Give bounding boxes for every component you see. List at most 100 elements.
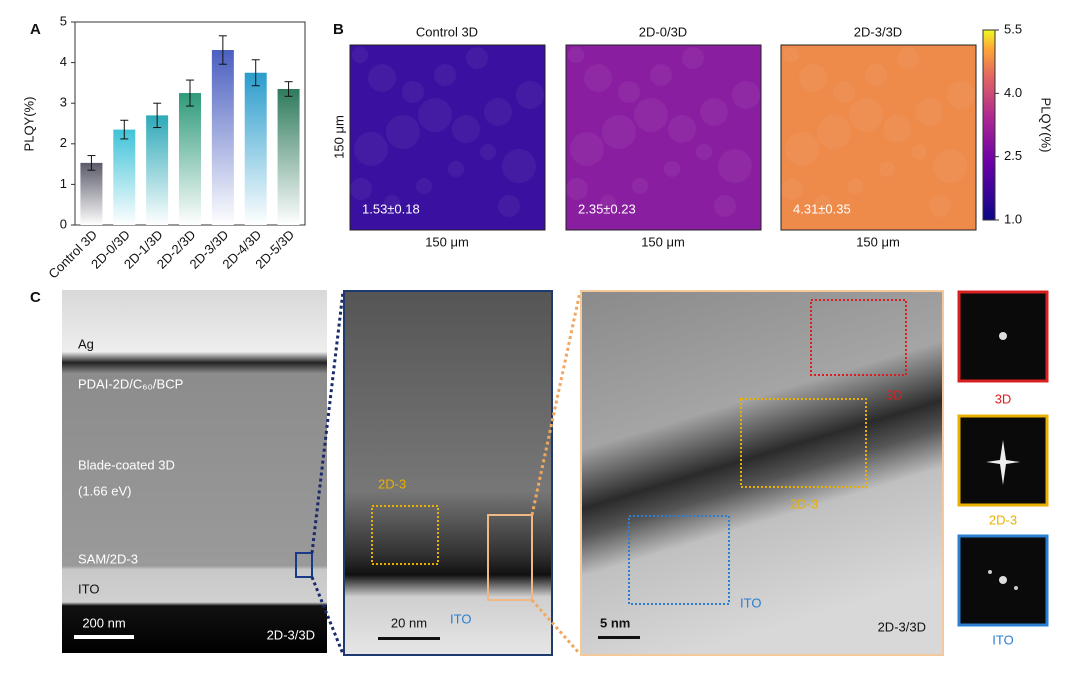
map-texture xyxy=(664,161,680,177)
map-texture xyxy=(947,81,975,109)
map-texture xyxy=(502,149,536,183)
map-texture xyxy=(650,64,672,86)
region-box xyxy=(628,515,730,605)
region-label: 2D-3 xyxy=(790,496,818,511)
map-texture xyxy=(350,178,372,200)
map-texture xyxy=(668,115,696,143)
map-texture xyxy=(847,178,863,194)
map-texture xyxy=(602,115,636,149)
panel-label: B xyxy=(333,21,344,38)
zoom-line xyxy=(310,576,345,655)
bar xyxy=(277,88,300,226)
x-tick-label: Control 3D xyxy=(45,227,100,282)
region-box xyxy=(371,505,439,565)
map-texture xyxy=(833,81,855,103)
map-texture xyxy=(566,178,588,200)
map-texture xyxy=(352,47,368,63)
y-tick-label: 3 xyxy=(60,95,67,110)
tem-image xyxy=(343,290,553,656)
colorbar-label: PLQY(%) xyxy=(1039,98,1054,153)
map-texture xyxy=(416,178,432,194)
bar xyxy=(211,50,234,225)
bar xyxy=(113,129,136,225)
map-texture xyxy=(865,64,887,86)
bar xyxy=(244,72,267,225)
pl-map xyxy=(565,44,762,231)
tem-image xyxy=(62,290,327,653)
map-texture xyxy=(915,98,943,126)
bar xyxy=(80,162,103,225)
map-texture xyxy=(696,144,712,160)
map-value: 2.35±0.23 xyxy=(578,201,636,216)
panel-label: C xyxy=(30,289,41,306)
layer-label: PDAI-2D/C₆₀/BCP xyxy=(78,376,183,391)
y-axis-label: PLQY(%) xyxy=(21,97,36,152)
scale-label: 5 nm xyxy=(600,615,630,630)
scale-label: 20 nm xyxy=(391,615,427,630)
colorbar-tick-label: 5.5 xyxy=(1004,21,1022,36)
map-texture xyxy=(783,47,799,63)
region-label: ITO xyxy=(450,611,471,626)
map-texture xyxy=(600,195,616,211)
fft-spot xyxy=(986,440,1020,485)
map-texture xyxy=(785,132,819,166)
region-box xyxy=(740,398,867,488)
map-texture xyxy=(815,195,831,211)
fft-spot xyxy=(999,332,1007,340)
colorbar-tick-label: 4.0 xyxy=(1004,85,1022,100)
map-texture xyxy=(700,98,728,126)
map-texture xyxy=(929,195,951,217)
map-texture xyxy=(448,161,464,177)
zoom-box xyxy=(295,552,313,578)
map-texture xyxy=(897,47,919,69)
map-texture xyxy=(799,64,827,92)
sample-label: 2D-3/3D xyxy=(267,627,315,642)
fft-label: 3D xyxy=(995,391,1012,406)
layer-label: Blade-coated 3D xyxy=(78,457,175,472)
map-texture xyxy=(718,149,752,183)
bar xyxy=(146,115,169,225)
colorbar-tick-label: 1.0 xyxy=(1004,211,1022,226)
bar xyxy=(179,93,201,225)
scale-bar xyxy=(598,636,640,639)
map-texture xyxy=(402,81,424,103)
region-label: 2D-3 xyxy=(378,476,406,491)
map-texture xyxy=(434,64,456,86)
y-tick-label: 2 xyxy=(60,135,67,150)
pl-map xyxy=(349,44,546,231)
fft-label: ITO xyxy=(992,632,1013,647)
fft-spot xyxy=(988,570,992,574)
panel-a: A PLQY(%) xyxy=(21,21,41,151)
map-texture xyxy=(732,81,760,109)
map-texture xyxy=(933,149,967,183)
layer-label: ITO xyxy=(78,581,99,596)
y-tick-label: 1 xyxy=(60,176,67,191)
map-texture xyxy=(568,47,584,63)
axis-label: 150 μm xyxy=(641,234,685,249)
map-texture xyxy=(452,115,480,143)
map-title: Control 3D xyxy=(416,24,478,39)
fft-spot xyxy=(999,576,1007,584)
map-texture xyxy=(570,132,604,166)
fft-spot xyxy=(1014,586,1018,590)
map-texture xyxy=(484,98,512,126)
map-title: 2D-0/3D xyxy=(639,24,687,39)
map-texture xyxy=(386,115,420,149)
map-texture xyxy=(781,178,803,200)
map-texture xyxy=(714,195,736,217)
y-tick-label: 5 xyxy=(60,13,67,28)
colorbar-tick-label: 2.5 xyxy=(1004,148,1022,163)
zoom-box xyxy=(487,514,533,601)
axis-label: 150 μm xyxy=(425,234,469,249)
zoom-line xyxy=(530,599,582,655)
pl-map xyxy=(780,44,977,231)
map-title: 2D-3/3D xyxy=(854,24,902,39)
zoom-line xyxy=(530,291,582,516)
region-box xyxy=(810,299,907,376)
map-texture xyxy=(849,98,883,132)
map-texture xyxy=(883,115,911,143)
map-texture xyxy=(480,144,496,160)
map-texture xyxy=(418,98,452,132)
colorbar xyxy=(982,29,996,221)
